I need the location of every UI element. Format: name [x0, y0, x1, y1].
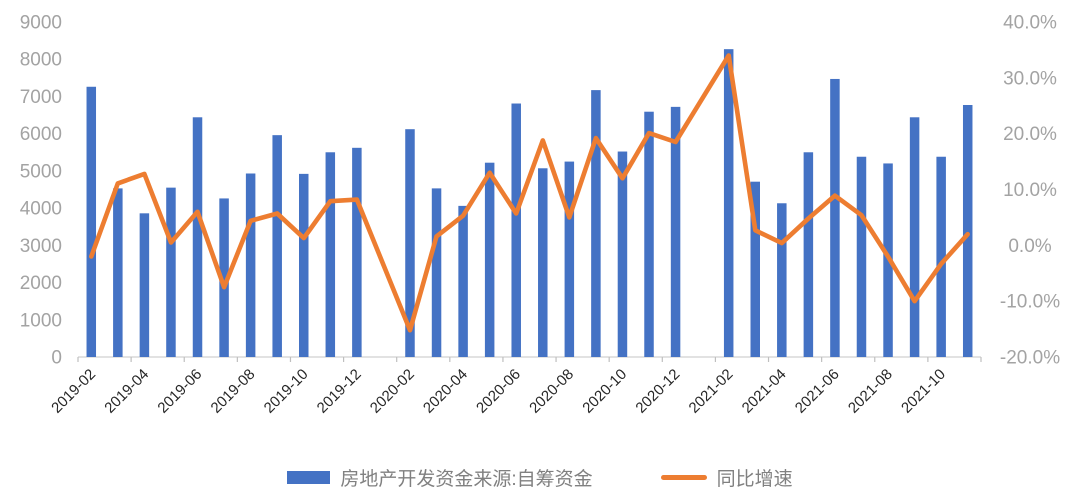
bar-2020-06 — [511, 103, 521, 358]
bar-2020-10 — [617, 151, 628, 357]
bar-2021-10 — [936, 156, 946, 357]
x-axis-label: 2019-02 — [48, 366, 99, 417]
bar-2019-08 — [245, 173, 256, 357]
bar-2021-09 — [909, 117, 920, 358]
bar-2020-09 — [591, 90, 601, 357]
bar-2019-02 — [86, 86, 97, 358]
x-axis-label: 2020-02 — [367, 366, 418, 417]
x-axis-label: 2019-06 — [154, 366, 205, 417]
legend-bar-label: 房地产开发资金来源:自筹资金 — [340, 468, 593, 490]
chart-plot-area: 0 1000 2000 3000 4000 5000 6000 7000 8000 9000 -20… — [20, 13, 1060, 417]
right-axis-tick-label: 20.0% — [1003, 124, 1057, 145]
right-axis-tick-label: 30.0% — [1003, 68, 1057, 89]
left-axis-tick-label: 4000 — [20, 199, 62, 220]
bar-2019-12 — [352, 147, 362, 357]
x-axis-label: 2019-12 — [314, 366, 365, 417]
bar-2019-04 — [139, 213, 150, 357]
legend-line-swatch — [660, 474, 707, 480]
chart-legend: 房地产开发资金来源:自筹资金 同比增速 — [0, 464, 1080, 490]
left-axis-tick-label: 6000 — [20, 124, 62, 145]
x-axis-label: 2021-08 — [845, 366, 896, 417]
bar-2019-07 — [219, 198, 229, 357]
right-axis-tick-label: 40.0% — [1003, 13, 1057, 34]
bar-2020-05 — [484, 162, 495, 357]
bar-2019-03 — [113, 188, 123, 357]
right-axis-tick-label: -20.0% — [1000, 348, 1060, 369]
bar-2019-05 — [166, 187, 176, 357]
growth-line — [89, 53, 971, 333]
left-axis-tick-label: 8000 — [20, 50, 62, 71]
x-axis-label: 2020-10 — [579, 366, 630, 417]
bar-2021-03 — [750, 181, 760, 357]
bar-2019-09 — [272, 135, 282, 357]
x-axis-label: 2020-12 — [632, 366, 683, 417]
left-axis-tick-label: 9000 — [20, 13, 62, 34]
bar-2020-03 — [431, 188, 442, 357]
x-axis-label: 2021-02 — [686, 366, 737, 417]
bar-2020-07 — [538, 168, 548, 357]
bar-2020-11 — [644, 111, 654, 357]
bar-2021-06 — [830, 78, 840, 357]
x-axis-label: 2021-10 — [898, 366, 949, 417]
x-axis-label: 2021-06 — [792, 366, 843, 417]
x-axis-label: 2020-08 — [526, 366, 577, 417]
bar-2020-02 — [405, 129, 415, 357]
x-axis-label: 2019-08 — [208, 366, 259, 417]
bar-2019-06 — [192, 117, 203, 358]
right-axis-tick-label: -10.0% — [1000, 292, 1060, 313]
x-axis-label: 2020-06 — [473, 366, 524, 417]
bar-2019-10 — [299, 173, 309, 357]
x-axis-label: 2019-10 — [261, 366, 312, 417]
bar-2020-08 — [564, 161, 575, 357]
x-axis-label: 2021-04 — [739, 366, 790, 417]
bar-2019-11 — [325, 152, 336, 357]
left-axis-tick-label: 5000 — [20, 161, 62, 182]
left-axis-tick-label: 3000 — [20, 236, 62, 257]
bar-2020-04 — [458, 205, 468, 357]
bar-2021-07 — [856, 156, 867, 357]
x-axis-label: 2019-04 — [101, 366, 152, 417]
left-axis-tick-label: 0 — [51, 348, 62, 369]
bar-2021-02 — [723, 49, 734, 358]
left-axis-tick-label: 7000 — [20, 87, 62, 108]
x-axis-label: 2020-04 — [420, 366, 471, 417]
bar-2021-11 — [962, 105, 973, 357]
right-axis-tick-label: 0.0% — [1008, 236, 1051, 257]
legend-line-label: 同比增速 — [716, 468, 793, 490]
bar-2021-04 — [777, 203, 787, 357]
bar-2020-12 — [670, 106, 681, 357]
right-axis-tick-label: 10.0% — [1003, 180, 1057, 201]
left-axis-tick-label: 2000 — [20, 273, 62, 294]
legend-bar-swatch — [287, 470, 331, 484]
left-axis-tick-label: 1000 — [20, 310, 62, 331]
bar-2021-05 — [803, 152, 814, 357]
